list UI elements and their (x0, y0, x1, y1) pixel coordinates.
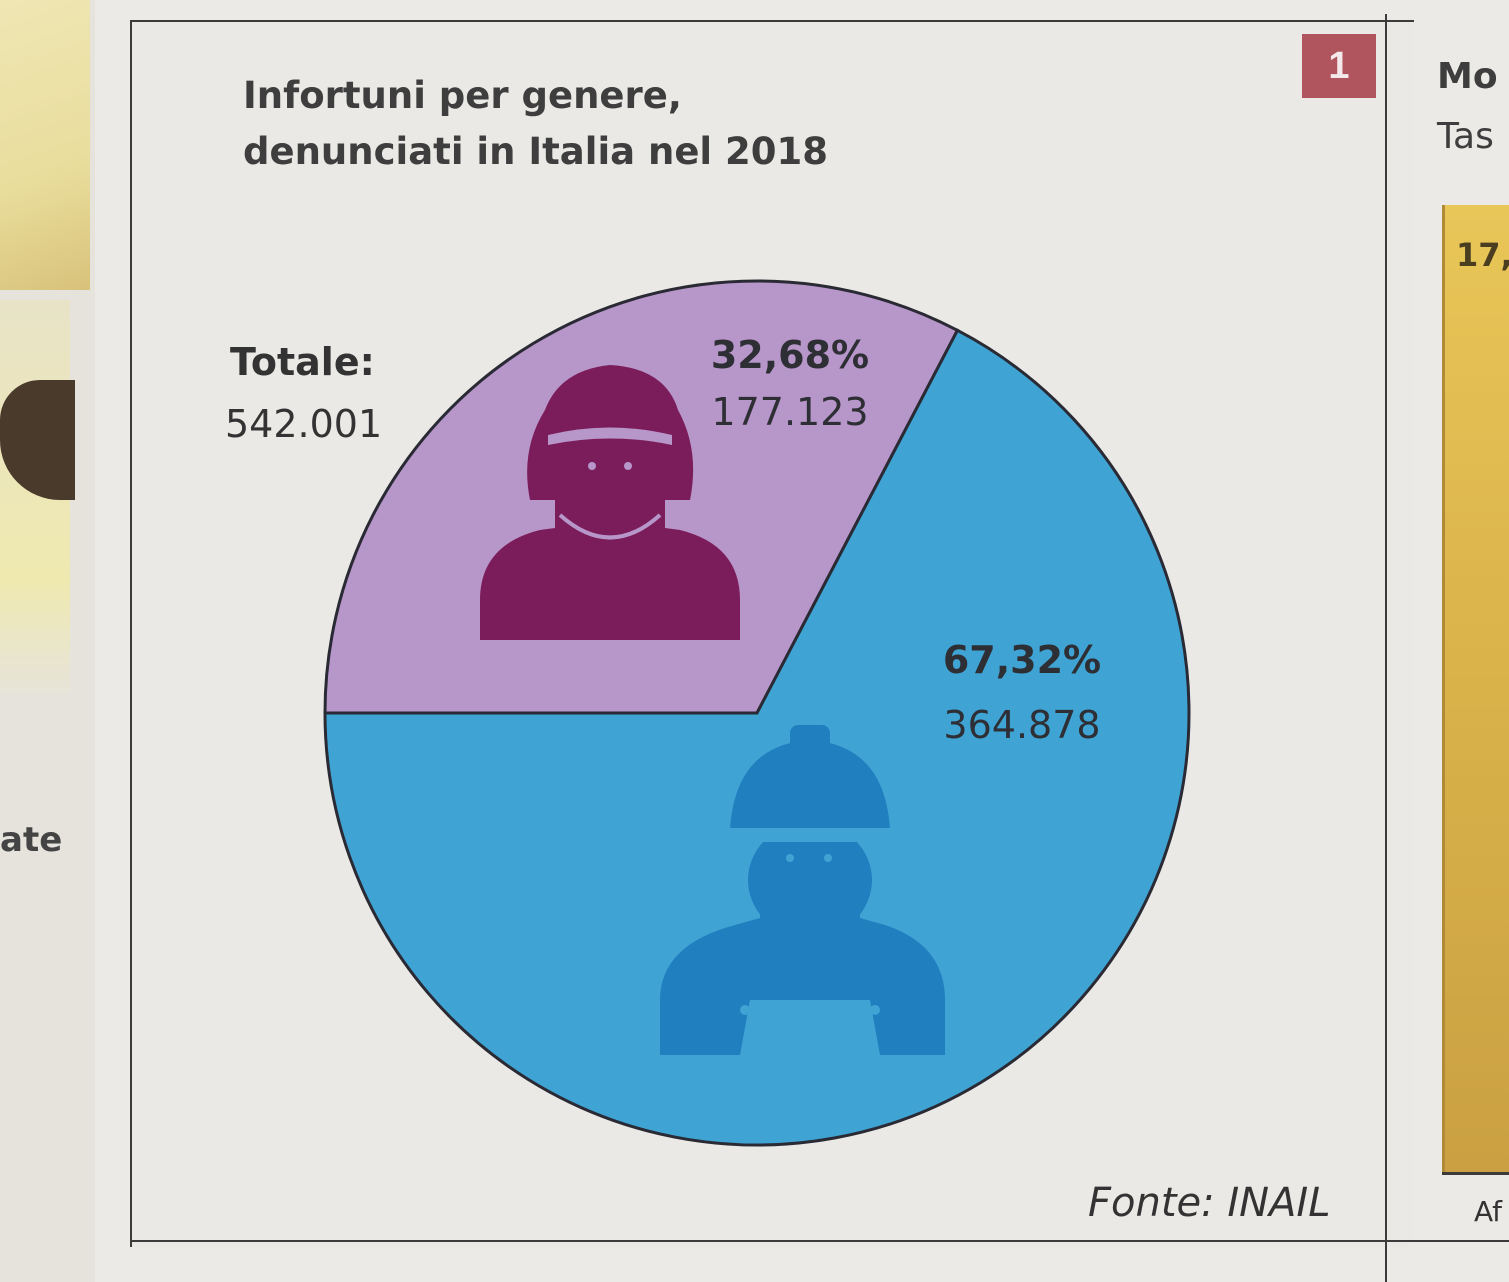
adjacent-chart-bar (1442, 205, 1509, 1175)
male-worker-hardhat-icon (660, 725, 945, 1055)
adjacent-chart-subtitle-fragment: Tas (1437, 116, 1494, 157)
panel-divider-vertical (1385, 14, 1387, 1282)
panel-divider-horizontal (130, 1240, 1509, 1242)
adjacent-page: ate (0, 0, 110, 1282)
slice-percent-label: 67,32% (943, 638, 1101, 682)
pie-slice-2 (323, 328, 1191, 1147)
adjacent-chart-axis (1442, 1172, 1509, 1175)
figure-number-badge: 1 (1302, 34, 1376, 98)
chart-title-line-2: denunciati in Italia nel 2018 (243, 130, 828, 173)
source-note: Fonte: INAIL (1088, 1180, 1331, 1226)
adjacent-chart-bar-label: 17, (1456, 236, 1509, 274)
slice-value-label: 364.878 (943, 703, 1100, 747)
adjacent-chart-category: Af (1474, 1195, 1503, 1228)
adjacent-illustration (0, 0, 90, 290)
total-value: 542.001 (225, 402, 383, 446)
chart-title-line-1: Infortuni per genere, (243, 74, 682, 117)
adjacent-chart-title-fragment: Mo (1437, 56, 1498, 97)
slice-value-label: 177.123 (711, 390, 868, 434)
female-worker-icon (480, 365, 740, 640)
chart-title: Infortuni per genere, denunciati in Ital… (243, 68, 1143, 180)
total-label: Totale: (230, 340, 375, 384)
slice-percent-label: 32,68% (711, 333, 869, 377)
adjacent-text-fragment: ate (0, 820, 63, 860)
adjacent-illustration-2 (0, 300, 70, 700)
